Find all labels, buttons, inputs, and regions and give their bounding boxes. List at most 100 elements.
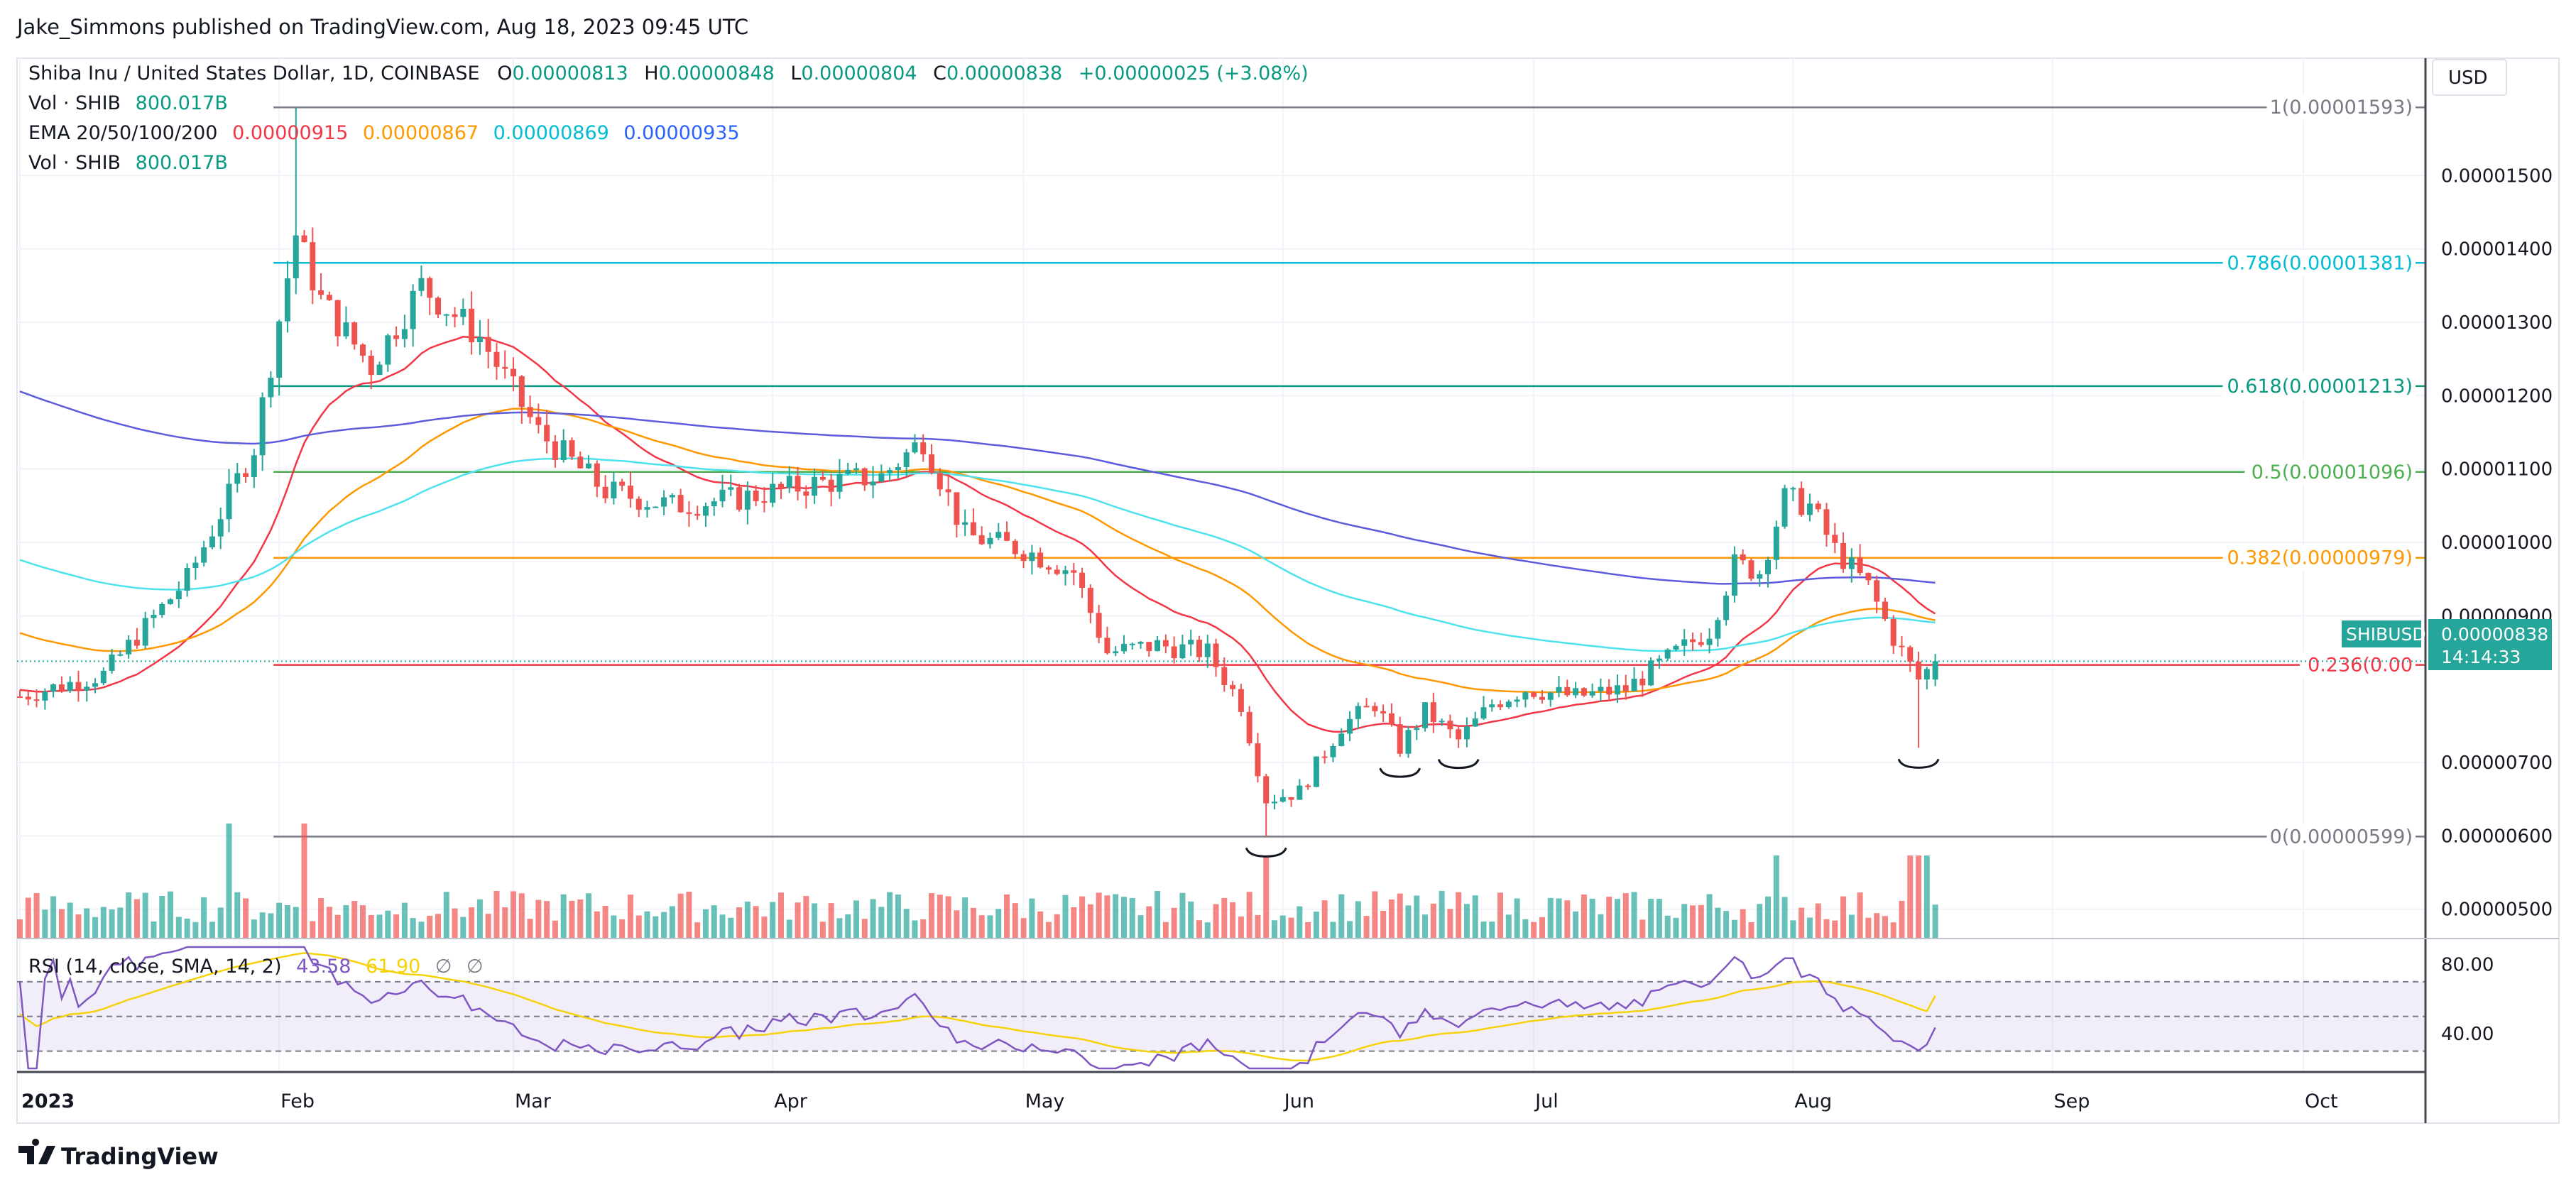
candle-body (58, 684, 65, 691)
candle-body (1305, 785, 1311, 787)
volume-bar (1698, 904, 1704, 939)
candle-body (251, 455, 257, 477)
ema50-value: 0.00000867 (363, 122, 479, 144)
candle-body (1288, 797, 1294, 800)
volume-bar (627, 895, 633, 939)
currency-button[interactable] (2432, 59, 2507, 96)
legend-vol[interactable]: Vol · SHIB 800.017B (28, 92, 228, 114)
volume-bar (184, 918, 190, 939)
candle-body (276, 321, 283, 378)
price-label-value: 0.00000838 (2441, 624, 2548, 645)
candle-body (1263, 776, 1270, 804)
volume-bar (677, 893, 684, 939)
ema20-value: 0.00000915 (232, 122, 348, 144)
tradingview-logo[interactable]: TradingView (18, 1139, 219, 1170)
volume-bar (719, 914, 726, 939)
volume-bar (1472, 895, 1478, 939)
legend-line-1[interactable]: Shiba Inu / United States Dollar, 1D, CO… (28, 62, 1309, 84)
volume-bar (1556, 898, 1562, 939)
volume-bar (887, 892, 893, 939)
drawings[interactable] (1245, 758, 1940, 858)
candle-body (25, 696, 31, 700)
candle-body (1614, 685, 1620, 695)
open-label: O (497, 62, 512, 84)
volume-bar (259, 912, 266, 939)
volume-bar (1155, 891, 1161, 939)
candle-body (1690, 639, 1696, 642)
ema-20-line (19, 336, 1936, 733)
volume-bar (786, 919, 792, 939)
candle-body (1706, 638, 1713, 645)
candle-body (761, 501, 768, 503)
volume-bar (1146, 906, 1152, 939)
volume-bar (50, 896, 57, 939)
volume-bar (1372, 891, 1378, 939)
candle-body (1221, 667, 1228, 685)
volume-bar (644, 911, 650, 939)
legend-rsi[interactable]: RSI (14, close, SMA, 14, 2) 43.58 61.90 … (28, 956, 484, 978)
fib-retracement[interactable]: 1(0.00001593) 0.786(0.00001381) 0.618(0.00… (17, 94, 2425, 850)
candle-body (962, 522, 968, 525)
volume-bar (552, 920, 558, 939)
high-label: H (644, 62, 658, 84)
axes: 0.00001500 0.00001400 0.00001300 0.00001200… (21, 165, 2553, 1112)
legend-vol-2[interactable]: Vol · SHIB 800.017B (28, 152, 228, 174)
volume-bar (1120, 897, 1127, 939)
volume-bar (443, 892, 449, 939)
candles[interactable] (17, 107, 1938, 837)
fib-label-bg (2222, 250, 2416, 276)
candle-body (836, 474, 843, 492)
x-tick-label: 2023 (21, 1090, 75, 1112)
candle-body (217, 519, 224, 537)
candle-body (476, 337, 483, 343)
volume-bar (469, 907, 475, 939)
legend-ema[interactable]: EMA 20/50/100/200 0.00000915 0.00000867 … (28, 122, 740, 144)
volume-bar (1204, 922, 1211, 939)
candle-body (819, 476, 826, 480)
candle-body (460, 308, 466, 317)
candle-body (1589, 691, 1595, 696)
candle-body (33, 699, 40, 701)
candle-body (385, 335, 391, 365)
candle-body (1773, 526, 1779, 560)
volume-bar (1463, 904, 1470, 939)
candle-body (1338, 733, 1345, 747)
candle-body (175, 591, 182, 600)
volume-bar (243, 898, 249, 939)
x-tick-label: May (1025, 1090, 1065, 1112)
volume-bar (359, 905, 366, 939)
volume-bar (1397, 893, 1403, 939)
volume-bar (1648, 899, 1654, 939)
candle-body (1606, 687, 1612, 695)
volume-bar (1715, 907, 1721, 939)
fib-level-label: 0.236(0.00 (2308, 655, 2413, 677)
candle-body (502, 366, 508, 369)
candle-body (1246, 711, 1252, 744)
candle-body (1430, 702, 1436, 723)
candle-body (1664, 649, 1671, 659)
volume-bar (828, 903, 834, 939)
candle-body (586, 463, 592, 469)
ema-200-line (19, 390, 1936, 585)
candle-body (1463, 726, 1470, 740)
candle-body (100, 670, 107, 684)
candle-body (50, 684, 57, 692)
volume-bar (92, 917, 99, 939)
volume-bar (343, 905, 349, 939)
rsi-label: RSI (14, close, SMA, 14, 2) (28, 956, 282, 978)
vol-value: 800.017B (136, 92, 228, 114)
candle-body (427, 278, 433, 298)
volume-bar (1422, 914, 1429, 939)
fib-label-bg (2266, 94, 2416, 121)
rsi-tick-label: 40.00 (2441, 1024, 2494, 1045)
candle-body (828, 479, 834, 492)
x-tick-label: Apr (774, 1090, 808, 1112)
candle-body (1447, 721, 1453, 730)
volume-bar (1313, 912, 1319, 939)
candle-body (1363, 706, 1370, 708)
volume-bar (1899, 900, 1905, 939)
volume-bar (435, 914, 441, 939)
candle-body (1840, 542, 1847, 569)
candle-body (84, 687, 90, 691)
